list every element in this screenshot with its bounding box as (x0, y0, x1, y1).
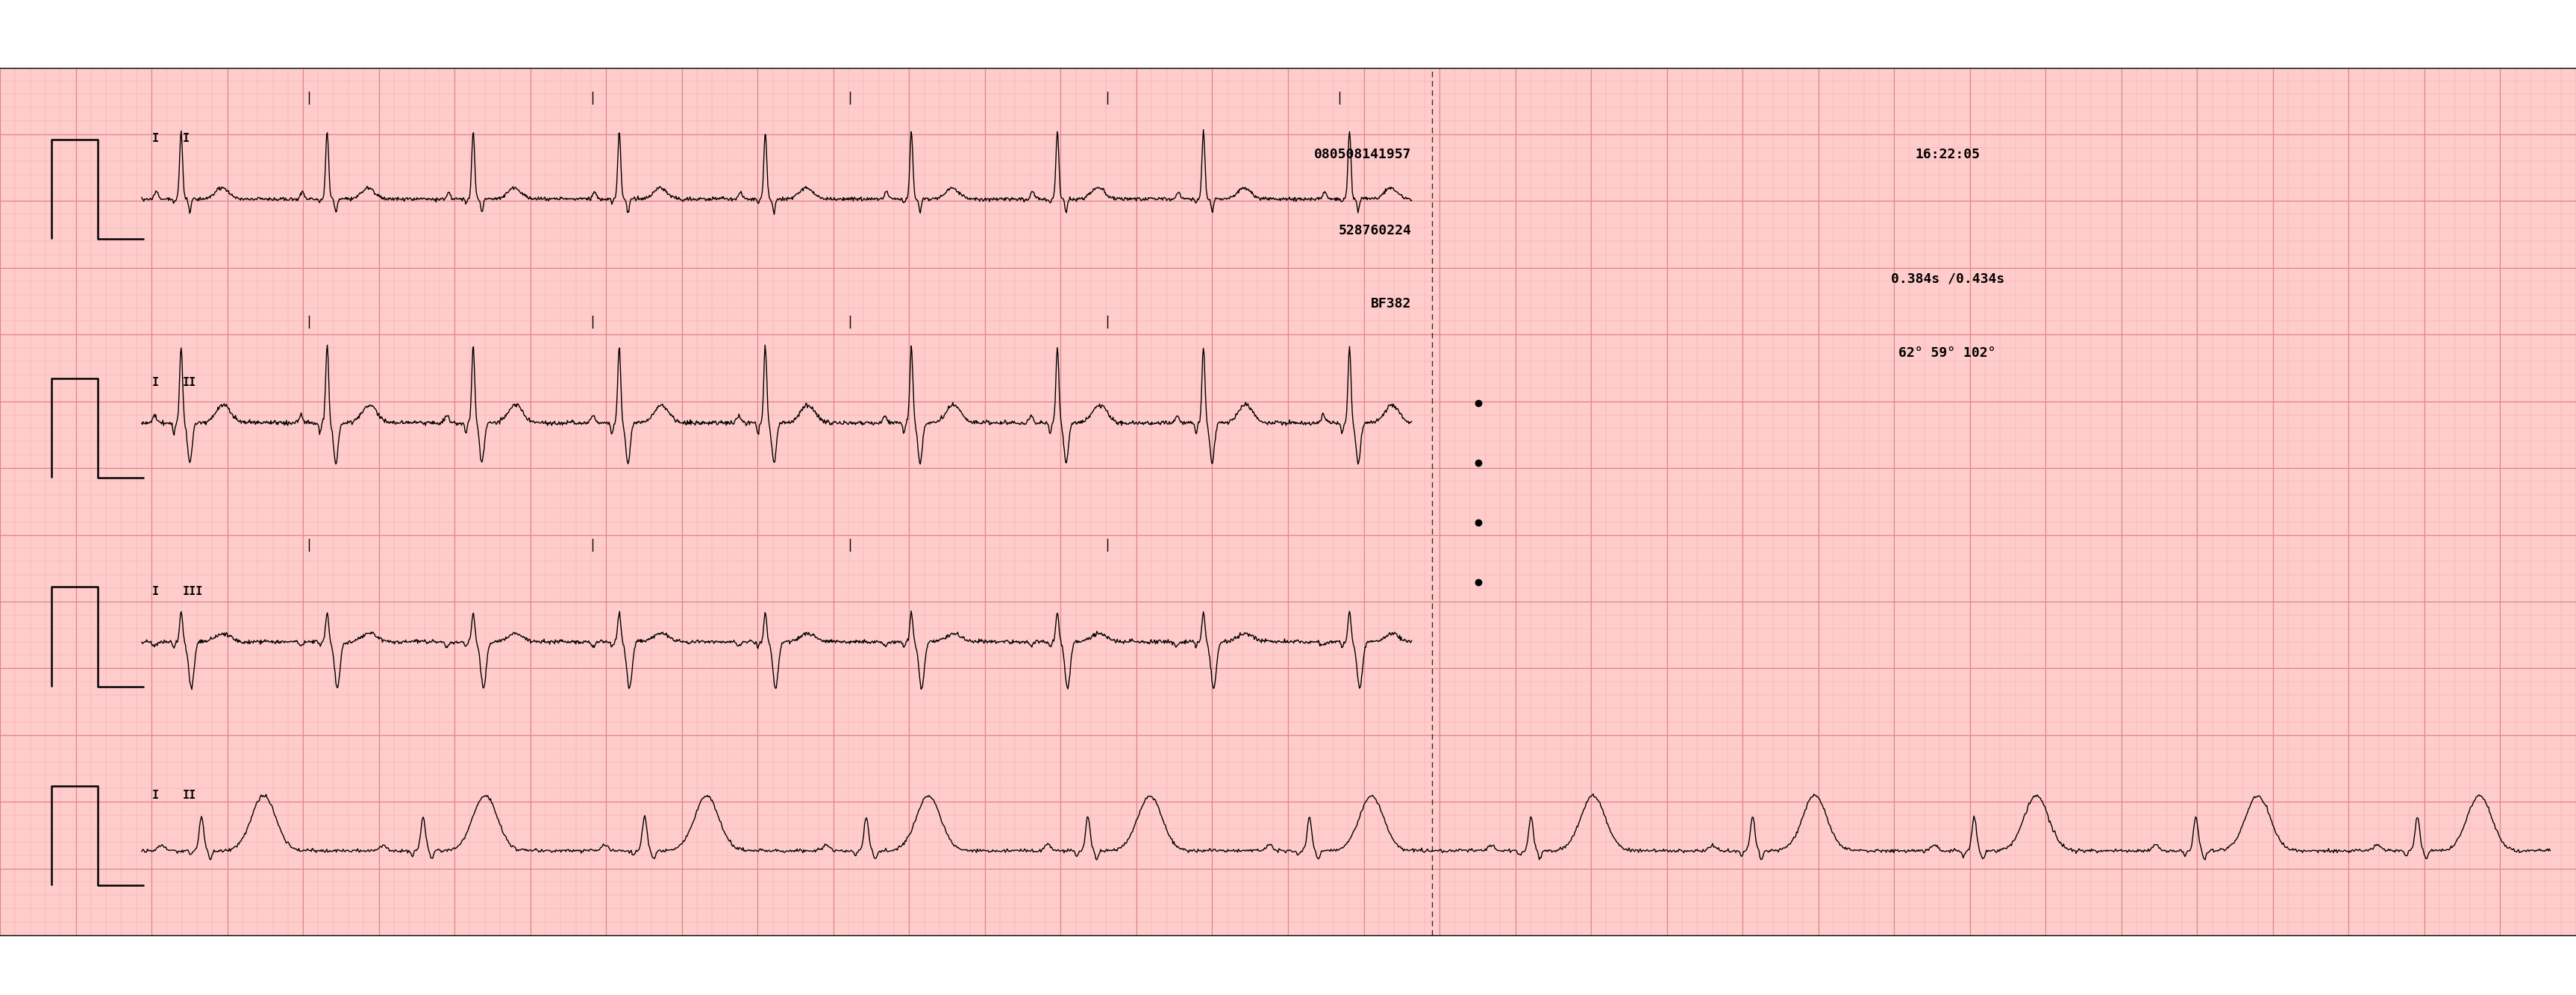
Text: I: I (183, 133, 191, 144)
Text: 528760224: 528760224 (1340, 224, 1412, 238)
Text: BF382: BF382 (1370, 297, 1412, 310)
Text: III: III (183, 586, 204, 597)
Bar (0, 935, 2576, 995)
Text: 62° 59° 102°: 62° 59° 102° (1899, 346, 1996, 360)
Text: I: I (152, 133, 160, 144)
Text: x1.0   .05-150 Hz  25mm/sec: x1.0 .05-150 Hz 25mm/sec (31, 962, 214, 974)
Text: 0.384s /0.434s: 0.384s /0.434s (1891, 272, 2004, 286)
Text: II: II (183, 790, 196, 801)
Bar (0, 0, 2576, 68)
Text: 16:22:05: 16:22:05 (1914, 147, 1981, 161)
Text: 080508141957: 080508141957 (1314, 147, 1412, 161)
Text: II: II (183, 377, 196, 388)
Text: I: I (152, 790, 160, 801)
Text: I: I (152, 377, 160, 388)
Text: LP155084  000  3207410-003  25355ROK02000R  LP1536665084: LP155084 000 3207410-003 25355ROK02000R … (1113, 963, 1463, 973)
Text: I: I (152, 586, 160, 597)
